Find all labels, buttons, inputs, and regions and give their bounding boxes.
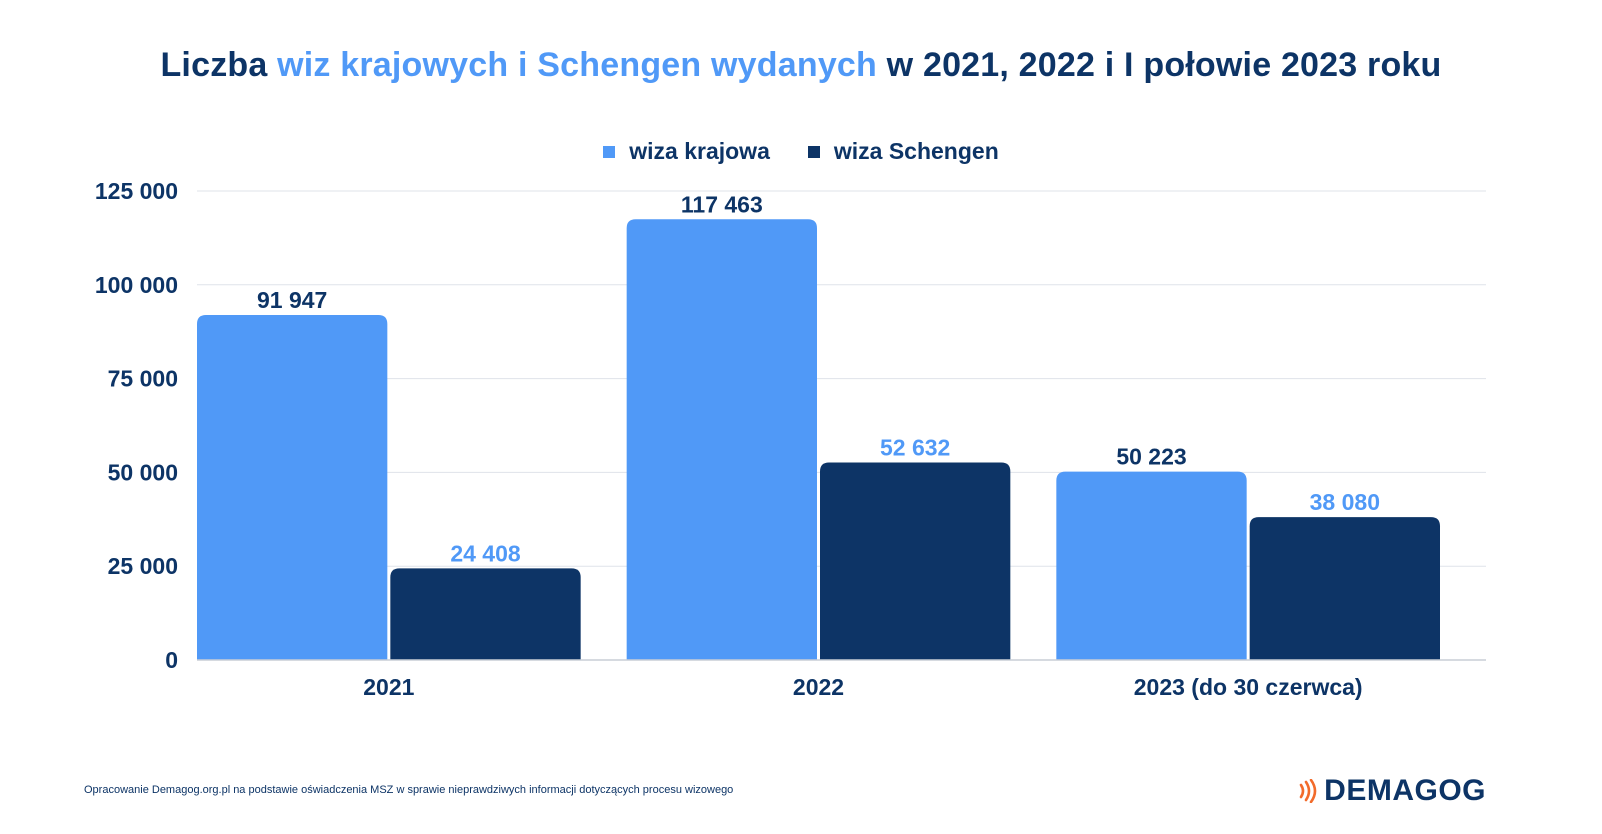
data-label: 38 080 xyxy=(1310,489,1380,515)
demagog-logo: DEMAGOG xyxy=(1298,774,1486,808)
bar xyxy=(1249,517,1440,660)
x-tick-label: 2022 xyxy=(793,674,844,700)
data-label: 91 947 xyxy=(257,287,327,313)
x-tick-label: 2021 xyxy=(363,674,414,700)
logo-text: DEMAGOG xyxy=(1324,774,1486,807)
bar xyxy=(390,568,581,660)
legend-swatch-krajowa xyxy=(603,145,616,158)
legend-item-schengen: wiza Schengen xyxy=(807,138,999,165)
signal-waves-icon xyxy=(1299,779,1317,803)
legend-label-krajowa: wiza krajowa xyxy=(629,138,770,164)
data-label: 52 632 xyxy=(880,435,950,461)
title-part-1: Liczba xyxy=(160,46,278,84)
y-tick-label: 0 xyxy=(165,647,178,673)
legend-label-schengen: wiza Schengen xyxy=(833,138,999,164)
bar xyxy=(197,315,388,660)
data-label: 117 463 xyxy=(681,191,763,217)
bar xyxy=(1056,471,1247,660)
legend-item-krajowa: wiza krajowa xyxy=(603,138,770,165)
chart-title: Liczba wiz krajowych i Schengen wydanych… xyxy=(0,46,1602,85)
y-tick-label: 50 000 xyxy=(108,459,178,485)
bar xyxy=(820,462,1011,660)
source-note: Opracowanie Demagog.org.pl na podstawie … xyxy=(84,784,734,796)
chart-legend: wiza krajowa wiza Schengen xyxy=(0,138,1602,165)
y-tick-label: 125 000 xyxy=(95,178,178,204)
y-tick-label: 25 000 xyxy=(108,553,178,579)
y-tick-label: 75 000 xyxy=(108,366,178,392)
bar xyxy=(626,219,817,661)
x-tick-label: 2023 (do 30 czerwca) xyxy=(1134,674,1363,700)
title-highlight: wiz krajowych i Schengen wydanych xyxy=(277,46,878,84)
data-label: 50 223 xyxy=(1116,444,1186,470)
title-part-2: w 2021, 2022 i I połowie 2023 roku xyxy=(877,46,1442,84)
legend-swatch-schengen xyxy=(807,145,820,158)
data-label: 24 408 xyxy=(450,540,521,566)
y-tick-label: 100 000 xyxy=(95,272,178,298)
